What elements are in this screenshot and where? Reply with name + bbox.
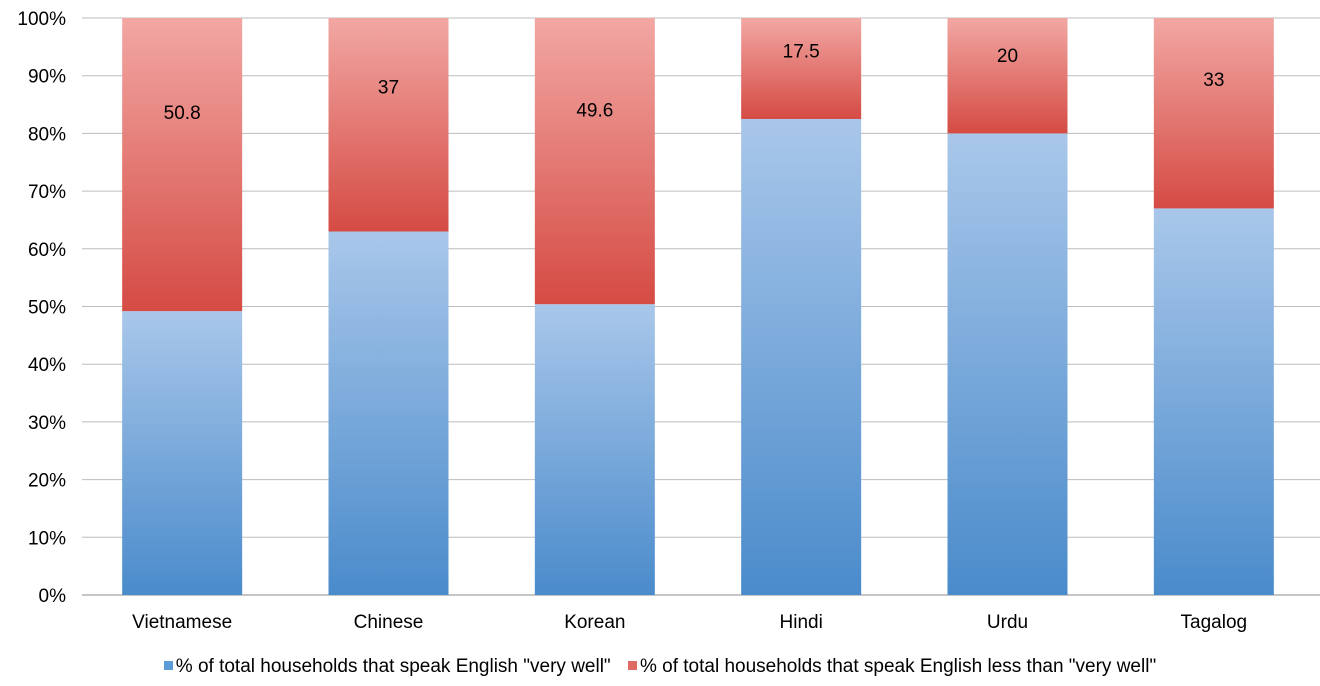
y-tick-label: 70%: [28, 182, 66, 203]
bar-less-than-very-well: [947, 18, 1068, 134]
legend-item-very-well: % of total households that speak English…: [163, 656, 611, 678]
x-category-label: Urdu: [987, 612, 1028, 633]
y-tick-label: 10%: [28, 528, 66, 549]
data-label: 17.5: [783, 41, 820, 62]
legend-swatch-red: [627, 661, 637, 670]
y-tick-label: 50%: [28, 298, 66, 319]
y-tick-label: 80%: [28, 124, 66, 145]
x-category-label: Tagalog: [1181, 612, 1248, 633]
x-axis-category-labels: Vietnamese Chinese Korean Hindi Urdu Tagalog: [132, 612, 1247, 633]
y-tick-label: 0%: [39, 586, 67, 607]
data-label: 37: [378, 77, 399, 98]
bar-very-well: [1153, 208, 1274, 595]
y-tick-label: 20%: [28, 471, 66, 492]
bar-very-well: [122, 311, 243, 595]
bar-very-well: [328, 231, 449, 596]
bar-very-well: [741, 118, 862, 595]
legend-label-less-than-very-well: % of total households that speak English…: [639, 656, 1157, 677]
y-axis-tick-labels: 0% 10% 20% 30% 40% 50% 60% 70% 80% 90% 100%: [17, 9, 66, 607]
x-category-label: Vietnamese: [132, 612, 232, 633]
bar-less-than-very-well: [1153, 18, 1274, 209]
bar-less-than-very-well: [741, 18, 862, 119]
x-category-label: Korean: [564, 612, 625, 633]
y-tick-label: 30%: [28, 413, 66, 434]
bar-less-than-very-well: [122, 18, 243, 312]
x-category-label: Hindi: [780, 612, 823, 633]
y-tick-label: 60%: [28, 240, 66, 261]
legend-label-very-well: % of total households that speak English…: [175, 656, 611, 677]
stacked-bar-chart: 0% 10% 20% 30% 40% 50% 60% 70% 80% 90% 100% 50.8 37…: [17, 9, 1320, 633]
bar-less-than-very-well: [534, 18, 655, 305]
data-label: 33: [1203, 70, 1224, 91]
y-tick-label: 100%: [17, 9, 66, 30]
bar-very-well: [947, 133, 1068, 595]
data-label: 49.6: [576, 101, 613, 122]
bars: [122, 18, 1274, 596]
gridlines: [82, 17, 1320, 596]
y-tick-label: 90%: [28, 67, 66, 88]
data-labels: 50.8 37 49.6 17.5 20 33: [164, 41, 1225, 123]
legend: % of total households that speak English…: [0, 656, 1320, 678]
legend-item-less-than-very-well: % of total households that speak English…: [627, 656, 1157, 678]
data-label: 50.8: [164, 103, 201, 124]
x-category-label: Chinese: [354, 612, 424, 633]
bar-very-well: [534, 304, 655, 595]
data-label: 20: [997, 46, 1018, 67]
bar-less-than-very-well: [328, 18, 449, 232]
legend-swatch-blue: [163, 661, 173, 670]
y-tick-label: 40%: [28, 355, 66, 376]
